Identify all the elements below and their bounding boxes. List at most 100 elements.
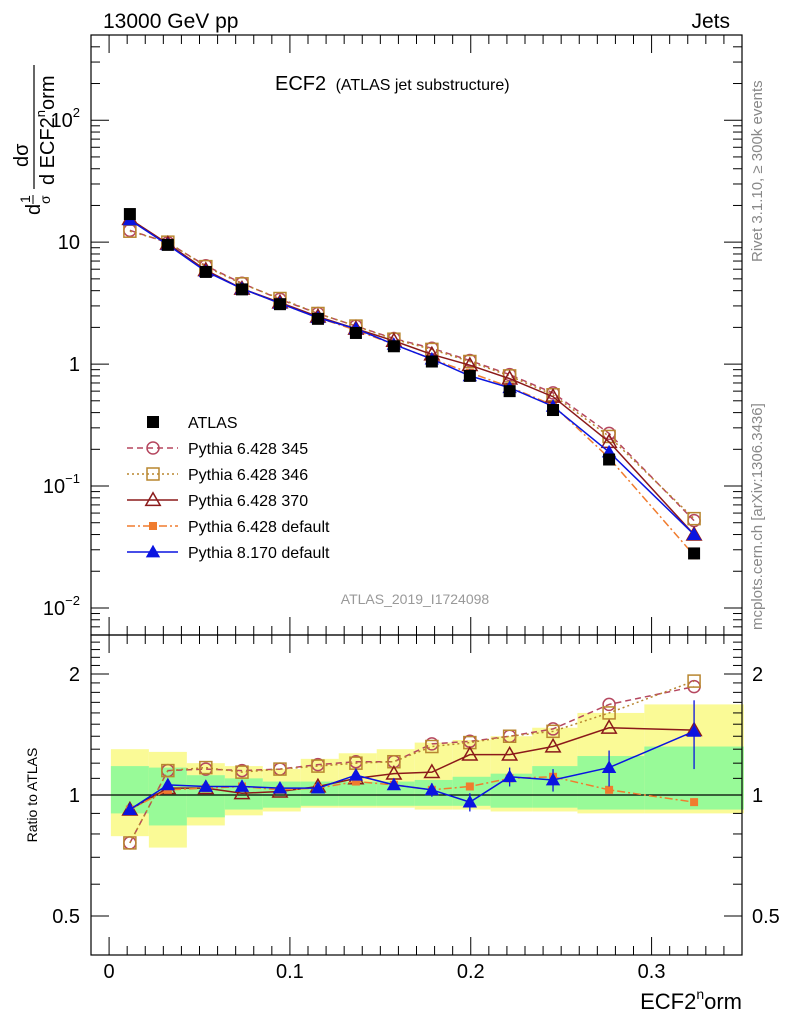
ratio-band-inner bbox=[532, 766, 578, 808]
ratio-point-pythia-8-170-default bbox=[462, 794, 478, 808]
ratio-point-pythia-6-428-346 bbox=[161, 763, 175, 778]
ratio-point-pythia-6-428-346 bbox=[687, 674, 701, 688]
ratio-point-pythia-8-170-default bbox=[272, 780, 288, 794]
header-right-label: Jets bbox=[691, 10, 730, 33]
ratio-point-pythia-6-428-370 bbox=[501, 745, 519, 761]
xtick-label: 0.2 bbox=[457, 961, 485, 983]
ratio-point-pythia-8-170-default bbox=[424, 782, 440, 796]
legend-label-pythia-6-428-346: Pythia 6.428 346 bbox=[188, 467, 308, 484]
ratio-ytick-labels: 0.5 0.5 1 1 2 2 bbox=[52, 664, 780, 928]
main-point-atlas bbox=[688, 547, 701, 560]
main-point-atlas bbox=[503, 385, 516, 398]
xtick-label: 0 bbox=[104, 961, 115, 983]
ratio-point-pythia-6-428-346 bbox=[349, 756, 363, 770]
main-point-atlas bbox=[199, 265, 212, 278]
ratio-point-pythia-8-170-default bbox=[160, 777, 176, 791]
legend-label-pythia-6-428-default: Pythia 6.428 default bbox=[188, 519, 330, 536]
ratio-point-pythia-6-428-345 bbox=[602, 697, 616, 712]
ylabel-denominator: d ECF2norm bbox=[33, 76, 59, 186]
ratio-point-pythia-6-428-default bbox=[605, 785, 614, 794]
xtick-label: 0.3 bbox=[638, 961, 666, 983]
ylabel-sigma: σ bbox=[37, 195, 53, 204]
main-point-pythia-8-170-default bbox=[686, 527, 702, 540]
ratio-point-pythia-8-170-default bbox=[601, 760, 617, 773]
legend-marker-pythia-6-428-346 bbox=[146, 467, 160, 481]
main-ytick-label: 102 bbox=[51, 105, 80, 132]
ratio-point-pythia-6-428-default bbox=[690, 798, 699, 807]
ratio-line-pythia-8-170-default bbox=[129, 730, 695, 811]
main-ylabel: d 1 σ dσ d ECF2norm bbox=[11, 65, 59, 215]
ratio-ytick-label: 2 bbox=[69, 664, 80, 686]
ratio-point-pythia-6-428-370 bbox=[600, 719, 618, 734]
main-point-atlas bbox=[603, 453, 616, 466]
ratio-panel: 0.5 0.5 1 1 2 2 0 0.1 0.2 0.3 Ratio to ATLAS ECF… bbox=[24, 634, 780, 1014]
ratio-point-pythia-6-428-370 bbox=[423, 763, 441, 779]
legend-label-pythia-6-428-370: Pythia 6.428 370 bbox=[188, 493, 308, 510]
plot-title-main: ECF2 bbox=[275, 73, 326, 95]
plot-title: ECF2 (ATLAS jet substructure) bbox=[275, 73, 510, 95]
header-left-label: 13000 GeV pp bbox=[103, 10, 238, 33]
ratio-line-pythia-6-428-default bbox=[129, 776, 695, 811]
ylabel-sup: n bbox=[33, 110, 48, 117]
main-series-group bbox=[121, 208, 703, 560]
ratio-point-pythia-6-428-346 bbox=[199, 760, 213, 775]
ratio-point-pythia-6-428-346 bbox=[273, 762, 287, 776]
main-point-atlas bbox=[547, 404, 560, 417]
ylabel-d1: d bbox=[23, 204, 45, 215]
xlabel-tail: orm bbox=[704, 989, 742, 1014]
ratio-point-pythia-6-428-370 bbox=[544, 737, 562, 753]
main-ytick-label: 10 bbox=[58, 232, 80, 254]
mcplots-label: mcplots.cern.ch [arXiv:1306.3436] bbox=[749, 403, 766, 630]
ratio-series-group bbox=[121, 674, 703, 850]
xlabel-sup: n bbox=[696, 986, 704, 1002]
legend-label-pythia-6-428-345: Pythia 6.428 345 bbox=[188, 441, 308, 458]
ratio-point-pythia-6-428-370 bbox=[461, 745, 479, 761]
main-ytick-labels: 10−2 10−1 1 10 102 bbox=[43, 105, 80, 620]
ratio-line-pythia-6-428-370 bbox=[129, 726, 695, 811]
ratio-point-pythia-8-170-default bbox=[545, 772, 561, 786]
main-point-pythia-6-428-346 bbox=[687, 511, 701, 526]
ratio-bands-group bbox=[110, 704, 744, 848]
ratio-point-pythia-8-170-default bbox=[348, 768, 364, 781]
ratio-point-pythia-8-170-default bbox=[502, 769, 517, 783]
ratio-point-pythia-8-170-default bbox=[686, 724, 702, 737]
main-line-pythia-6-428-370 bbox=[129, 218, 695, 536]
xlabel: ECF2norm bbox=[640, 986, 742, 1014]
legend-marker-pythia-6-428-370 bbox=[144, 491, 162, 507]
ratio-point-pythia-6-428-346 bbox=[123, 836, 137, 850]
xtick-label: 0.1 bbox=[276, 961, 304, 983]
main-point-atlas bbox=[387, 340, 400, 353]
ratio-point-pythia-6-428-default bbox=[351, 777, 360, 786]
legend-label-pythia-8-170-default: Pythia 8.170 default bbox=[188, 545, 330, 562]
ratio-point-pythia-8-170-default bbox=[234, 779, 250, 792]
ratio-point-pythia-6-428-default bbox=[465, 782, 474, 791]
analysis-id-label: ATLAS_2019_I1724098 bbox=[341, 591, 490, 607]
main-panel: 10−2 10−1 1 10 102 ECF2 (ATLAS jet substruct… bbox=[11, 34, 743, 636]
ratio-point-pythia-8-170-default bbox=[386, 777, 402, 791]
ratio-point-pythia-6-428-346 bbox=[602, 706, 616, 720]
ratio-ytick-label: 1 bbox=[69, 785, 80, 807]
xlabel-base: ECF2 bbox=[640, 989, 696, 1014]
ylabel-tail: orm bbox=[37, 76, 59, 110]
ratio-point-pythia-6-428-346 bbox=[546, 724, 560, 739]
ylabel-one: 1 bbox=[17, 195, 33, 203]
main-point-atlas bbox=[235, 283, 248, 296]
main-point-atlas bbox=[349, 326, 362, 339]
main-point-pythia-6-428-346 bbox=[123, 224, 137, 238]
main-ytick-label: 1 bbox=[69, 354, 80, 376]
legend-marker-pythia-8-170-default bbox=[145, 544, 161, 558]
main-point-pythia-6-428-346 bbox=[463, 354, 477, 369]
ratio-ytick-label: 0.5 bbox=[52, 906, 80, 928]
legend-marker-pythia-6-428-default bbox=[149, 522, 157, 530]
ratio-point-pythia-6-428-346 bbox=[235, 765, 249, 779]
rivet-version-label: Rivet 3.1.10, ≥ 300k events bbox=[749, 80, 766, 262]
ratio-point-pythia-8-170-default bbox=[122, 802, 138, 815]
main-ytick-label: 10−2 bbox=[43, 593, 80, 620]
plot-title-sub: (ATLAS jet substructure) bbox=[336, 77, 510, 94]
main-point-atlas bbox=[123, 208, 136, 221]
main-point-atlas bbox=[425, 355, 438, 368]
xtick-labels: 0 0.1 0.2 0.3 bbox=[104, 961, 666, 983]
ratio-point-pythia-6-428-346 bbox=[425, 739, 439, 754]
main-point-atlas bbox=[311, 312, 324, 325]
